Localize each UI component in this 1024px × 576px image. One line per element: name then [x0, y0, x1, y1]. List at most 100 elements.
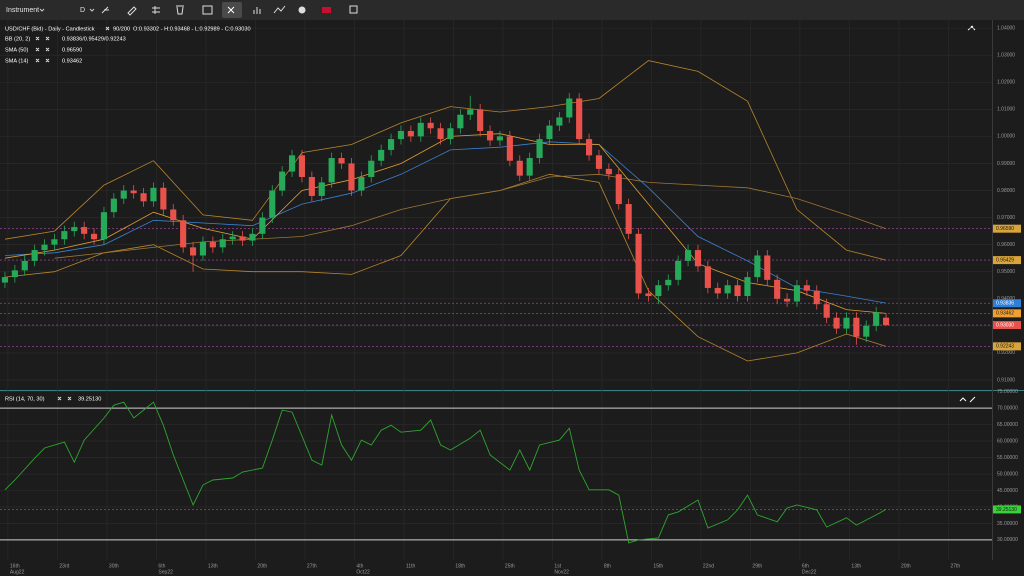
indicator-name: RSI (14, 70, 30) [5, 396, 45, 402]
indicator-name: BB (20, 2) [5, 36, 30, 42]
indicator-controls[interactable] [35, 36, 50, 41]
y-tick-label: 75.00000 [997, 389, 1018, 395]
y-tick-label: 0.91000 [997, 377, 1015, 383]
candle-body [665, 279, 672, 286]
candle-body [585, 139, 593, 156]
price-tag-label: 0.93462 [996, 311, 1014, 317]
candle-body [140, 193, 147, 202]
candle-body [61, 231, 68, 240]
x-tick-label: 27th [307, 563, 317, 569]
y-tick-label: 45.00000 [997, 488, 1018, 494]
candle-body [882, 317, 890, 326]
y-tick-label: 0.92000 [997, 350, 1015, 356]
indicator-controls[interactable] [35, 58, 50, 63]
price-tag-label: 0.93030 [996, 322, 1014, 328]
candle-body [764, 255, 771, 280]
crosshair-button[interactable] [222, 2, 242, 18]
candle-body [387, 139, 395, 150]
indicator-value: 0.93462 [62, 58, 82, 64]
language-flag[interactable] [322, 7, 331, 13]
crosshair-icon[interactable] [227, 6, 235, 14]
x-tick-label: 29th [752, 563, 762, 569]
candle-body [863, 325, 870, 337]
period-menu[interactable]: D [80, 7, 85, 14]
candle-body [130, 190, 137, 194]
x-tick-label: 25th [505, 563, 515, 569]
indicator-icon[interactable] [253, 7, 261, 14]
x-tick-label: 4th [356, 563, 363, 569]
x-tick-label: 13th [208, 563, 218, 569]
candle-body [189, 247, 197, 256]
candle-body [170, 209, 177, 221]
draw-line-icon[interactable] [101, 6, 109, 14]
candle-body [41, 244, 48, 251]
candle-body [675, 260, 682, 280]
indicator-name: SMA (14) [5, 58, 28, 64]
y-tick-label: 55.00000 [997, 455, 1018, 461]
y-tick-label: 1.03000 [997, 53, 1015, 59]
candle-body [269, 190, 276, 218]
indicator-controls[interactable] [57, 396, 72, 401]
candle-body [120, 190, 127, 199]
x-tick-label: 23rd [59, 563, 69, 569]
candle-body [477, 109, 484, 131]
instrument-menu[interactable]: Instrument [6, 7, 39, 14]
indicator-line [54, 173, 887, 259]
candle-body [100, 212, 108, 240]
y-tick-label: 65.00000 [997, 422, 1018, 428]
candle-body [298, 155, 306, 177]
candle-body [823, 304, 830, 318]
candle-body [754, 255, 761, 278]
x-month-label: Aug22 [10, 569, 25, 575]
candle-body [150, 187, 157, 202]
plot: 1.04000 1.03000 1.02000 1.01000 1.00000 0.990… [0, 20, 1021, 575]
dropdown-caret[interactable] [39, 8, 45, 12]
candle-body [803, 285, 810, 291]
indicator-controls[interactable] [35, 47, 50, 52]
candle-body [744, 277, 751, 297]
x-tick-label: 27th [950, 563, 960, 569]
price-tag [993, 224, 1021, 233]
chart-type-icon[interactable] [273, 5, 286, 14]
dropdown-caret[interactable] [89, 8, 95, 12]
tools-icon[interactable] [152, 6, 160, 14]
price-tag [993, 321, 1021, 330]
candle-body [90, 233, 98, 240]
candle-body [833, 317, 840, 329]
candle-body [486, 130, 494, 141]
candle-body [51, 239, 58, 245]
candle-body [447, 128, 454, 140]
x-month-label: Sep22 [158, 569, 173, 575]
candle-body [318, 182, 325, 196]
x-tick-label: 13th [851, 563, 861, 569]
panel-icons[interactable] [959, 396, 976, 403]
candle-body [427, 122, 434, 129]
price-tag-label: 0.95429 [996, 257, 1014, 263]
candle-body [71, 227, 78, 232]
candle-body [516, 160, 523, 176]
candle-body [605, 168, 612, 175]
y-tick-label: 0.94000 [997, 296, 1015, 302]
settings-icon[interactable] [298, 6, 306, 14]
window-icon[interactable] [349, 5, 358, 14]
candle-body [160, 187, 167, 210]
layout-icon[interactable] [202, 5, 213, 15]
price-tag [993, 342, 1021, 351]
delete-icon[interactable] [176, 5, 184, 15]
x-tick-label: 11th [406, 563, 416, 569]
price-legend: USD/CHF (Bid) - Daily - Candlestick 90/2… [5, 26, 251, 402]
candle-body [11, 270, 18, 278]
candle-body [21, 260, 28, 271]
candle-body [259, 217, 266, 234]
pen-icon[interactable] [127, 6, 137, 16]
price-tag-label: 0.96590 [996, 226, 1014, 232]
candle-body [536, 139, 543, 159]
close-icon[interactable] [105, 26, 110, 31]
price-tag [993, 309, 1021, 318]
candle-body [684, 250, 692, 261]
price-tag-label: 0.93836 [996, 301, 1014, 307]
price-tag [993, 299, 1021, 308]
candle-body [734, 285, 741, 297]
candle-body [239, 236, 246, 241]
toolbar-items: Instrument D [6, 2, 358, 18]
